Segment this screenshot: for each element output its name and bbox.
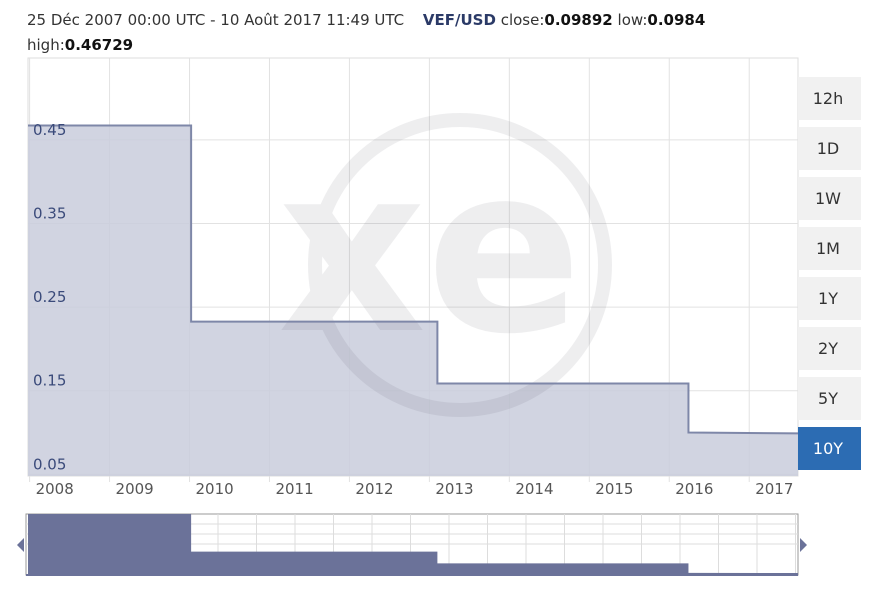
nav-right-arrow[interactable] (800, 538, 807, 552)
y-tick-label: 0.05 (33, 455, 66, 473)
line (28, 124, 799, 435)
range-button[interactable] (798, 227, 861, 270)
pair: VEF/USD (422, 11, 496, 29)
range-button[interactable] (798, 277, 861, 320)
close-label: close: (500, 11, 545, 29)
x-tick-label: 2014 (515, 480, 553, 498)
x-tick-label: 2016 (675, 480, 713, 498)
range-button[interactable] (798, 127, 861, 170)
x-tick-label: 2011 (275, 480, 313, 498)
watermark: xe (278, 113, 612, 417)
x-tick-label: 2013 (435, 480, 473, 498)
range-button-label[interactable]: 1M (816, 239, 840, 258)
header: 25 Déc 2007 00:00 UTC - 10 Août 2017 11:… (27, 8, 807, 58)
nav-area (28, 514, 798, 575)
x-tick-label: 2009 (116, 480, 154, 498)
svg-text:xe: xe (278, 118, 582, 385)
nav-left-arrow[interactable] (17, 538, 24, 552)
range-button-label[interactable]: 2Y (818, 339, 838, 358)
x-tick-label: 2008 (36, 480, 74, 498)
x-tick-label: 2012 (355, 480, 393, 498)
close-value: 0.09892 (544, 11, 613, 29)
high-value: 0.46729 (64, 36, 134, 54)
area (28, 125, 798, 476)
range-button[interactable] (798, 427, 861, 470)
range-button[interactable] (798, 377, 861, 420)
x-tick-label: 2010 (196, 480, 234, 498)
range-button[interactable] (798, 77, 861, 120)
range-button-label[interactable]: 1D (817, 139, 840, 158)
y-tick-label: 0.35 (33, 205, 66, 223)
range-button-label[interactable]: 1Y (818, 289, 838, 308)
range-button-label[interactable]: 10Y (813, 439, 843, 458)
x-tick-label: 2017 (755, 480, 793, 498)
range-button[interactable] (798, 177, 861, 220)
x-tick-label: 2015 (595, 480, 633, 498)
y-tick-label: 0.45 (33, 121, 66, 139)
range-button-label[interactable]: 1W (815, 189, 841, 208)
range-button[interactable] (798, 327, 861, 370)
low-label: low: (617, 11, 648, 29)
date-range: 25 Déc 2007 00:00 UTC - 10 Août 2017 11:… (27, 11, 405, 29)
y-tick-label: 0.15 (33, 372, 66, 390)
range-button-label[interactable]: 12h (813, 89, 844, 108)
low-value: 0.0984 (647, 11, 706, 29)
high-label: high: (27, 36, 65, 54)
y-tick-label: 0.25 (33, 288, 66, 306)
range-button-label[interactable]: 5Y (818, 389, 838, 408)
navigator (25, 513, 799, 576)
